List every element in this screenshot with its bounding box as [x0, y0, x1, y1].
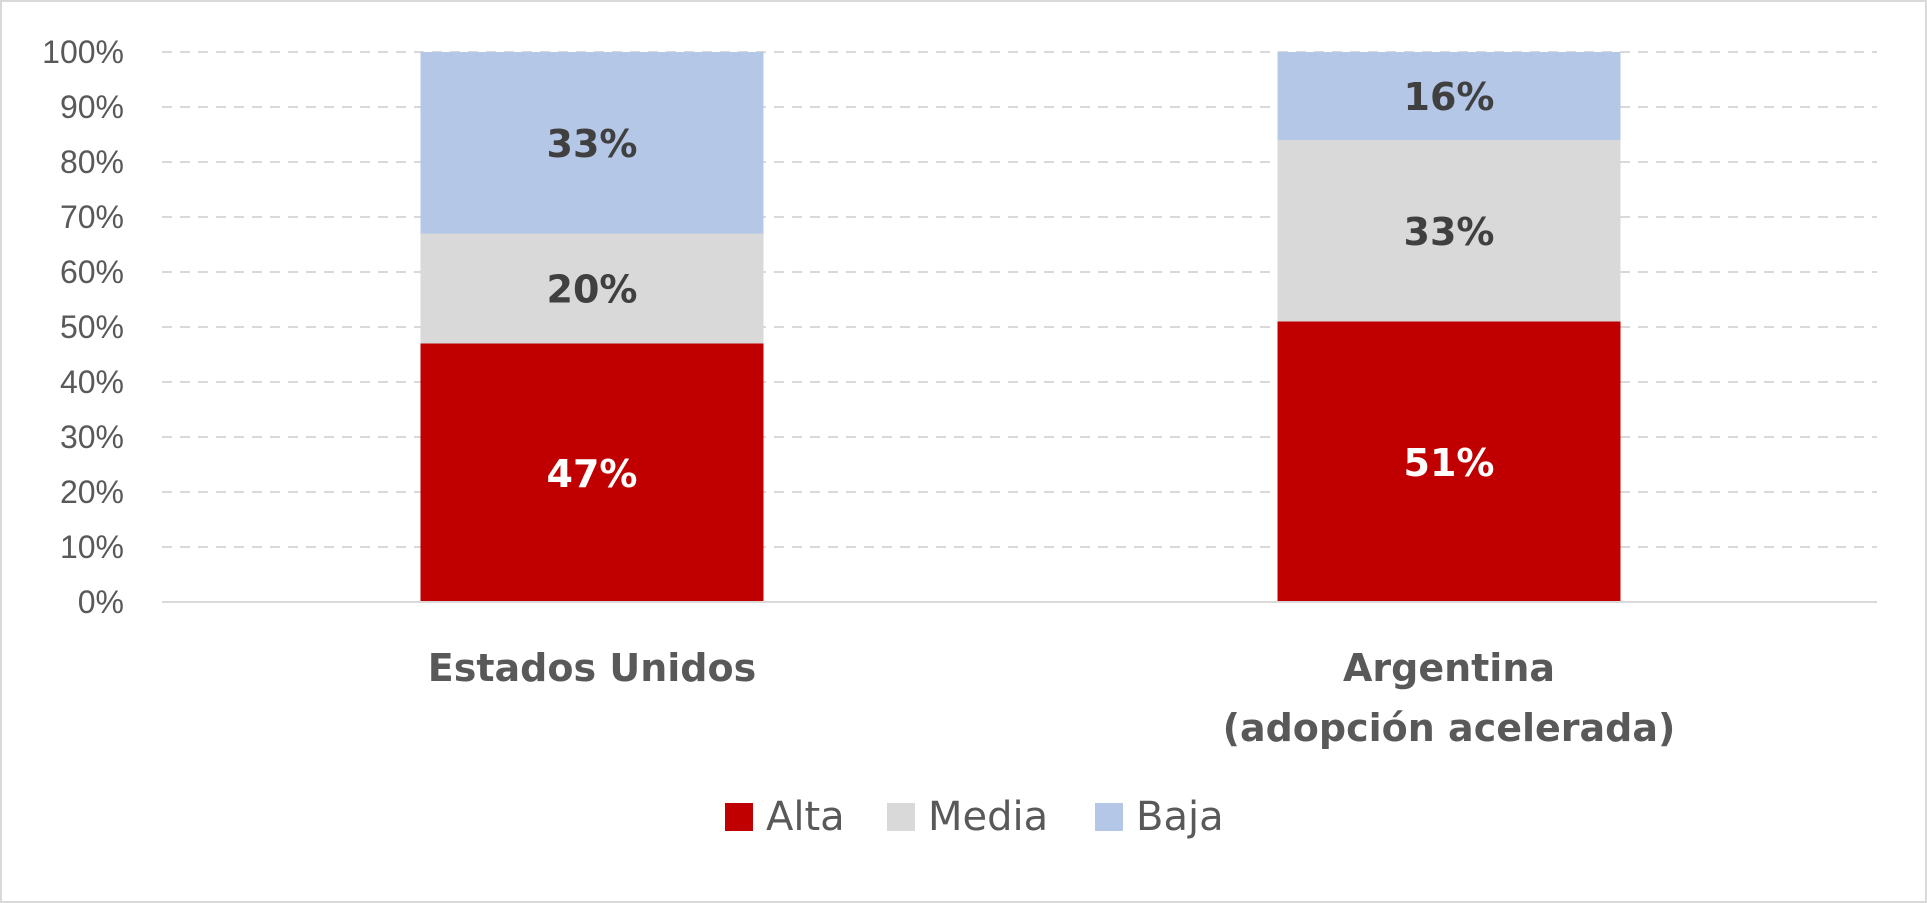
y-tick-label: 30%: [60, 419, 124, 455]
legend-swatch: [725, 803, 753, 831]
y-tick-label: 0%: [78, 584, 124, 620]
y-tick-label: 10%: [60, 529, 124, 565]
y-tick-label: 70%: [60, 199, 124, 235]
legend-swatch: [887, 803, 915, 831]
y-tick-label: 80%: [60, 144, 124, 180]
stacked-bar-chart: 0% 10% 20% 30% 40% 50% 60% 70% 80% 90% 100% 47% 20%…: [2, 2, 1925, 901]
legend-label: Baja: [1136, 794, 1224, 840]
x-category-label: Argentina: [1343, 646, 1555, 690]
data-label-media: 20%: [547, 268, 638, 312]
data-label-alta: 47%: [547, 452, 638, 496]
y-tick-label: 40%: [60, 364, 124, 400]
y-tick-label: 90%: [60, 89, 124, 125]
y-tick-label: 50%: [60, 309, 124, 345]
data-label-alta: 51%: [1404, 441, 1495, 485]
y-tick-label: 20%: [60, 474, 124, 510]
chart-container: 0% 10% 20% 30% 40% 50% 60% 70% 80% 90% 100% 47% 20%…: [0, 0, 1927, 903]
legend-item-alta: Alta: [725, 794, 845, 840]
x-axis-category-labels: Estados Unidos Argentina (adopción acelera…: [428, 646, 1676, 750]
legend-label: Alta: [766, 794, 845, 840]
data-label-baja: 33%: [547, 122, 638, 166]
x-category-label: (adopción acelerada): [1223, 706, 1676, 750]
x-category-label: Estados Unidos: [428, 646, 756, 690]
legend-swatch: [1095, 803, 1123, 831]
legend: Alta Media Baja: [725, 794, 1224, 840]
y-tick-label: 60%: [60, 254, 124, 290]
y-tick-label: 100%: [42, 34, 124, 70]
data-label-media: 33%: [1404, 210, 1495, 254]
y-axis-tick-labels: 0% 10% 20% 30% 40% 50% 60% 70% 80% 90% 100%: [42, 34, 124, 620]
legend-label: Media: [928, 794, 1048, 840]
data-label-baja: 16%: [1404, 75, 1495, 119]
legend-item-media: Media: [887, 794, 1048, 840]
legend-item-baja: Baja: [1095, 794, 1224, 840]
